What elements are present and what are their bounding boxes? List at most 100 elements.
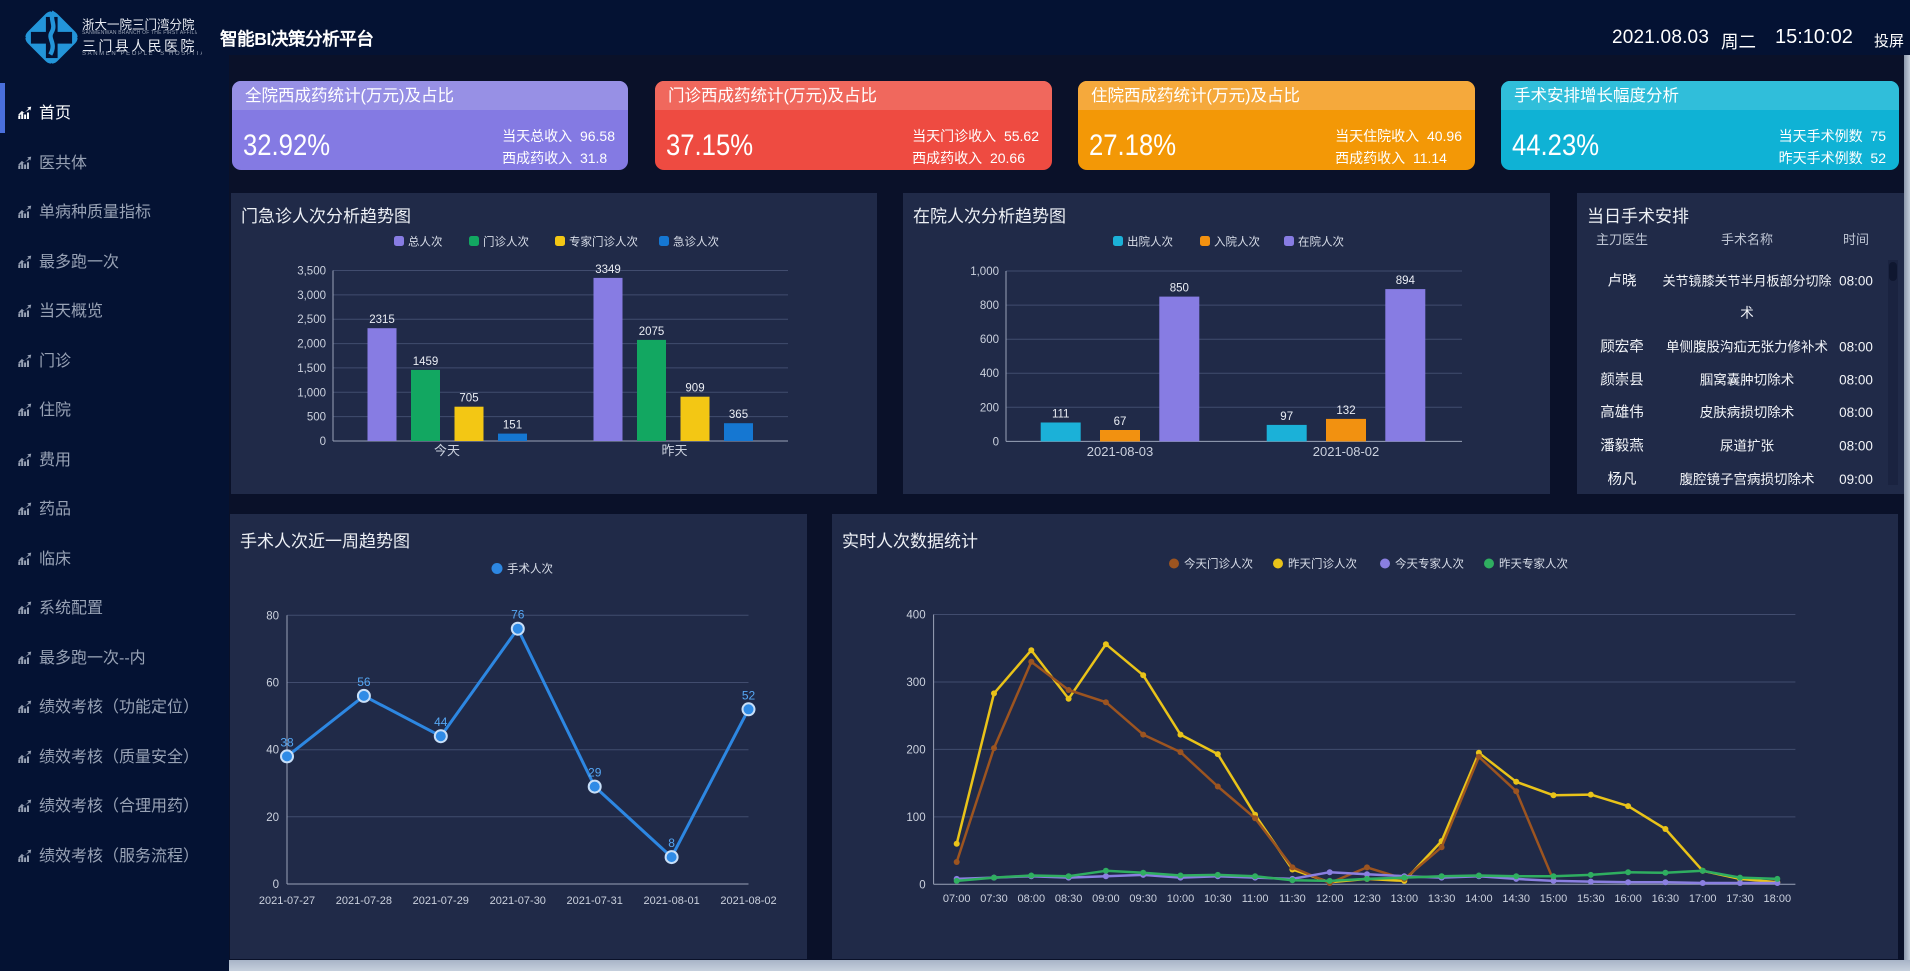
svg-text:09:00: 09:00 <box>1839 472 1873 487</box>
svg-text:14:30: 14:30 <box>1502 893 1530 905</box>
svg-text:今天专家人次: 今天专家人次 <box>1395 557 1464 571</box>
svg-text:门诊人次: 门诊人次 <box>483 235 529 249</box>
svg-text:400: 400 <box>906 610 925 622</box>
svg-text:52: 52 <box>742 688 756 702</box>
svg-text:20: 20 <box>266 812 279 824</box>
svg-text:2021-08-03: 2021-08-03 <box>1087 444 1154 459</box>
svg-text:1459: 1459 <box>413 356 439 368</box>
svg-text:76: 76 <box>511 608 525 622</box>
svg-text:67: 67 <box>1114 416 1127 428</box>
svg-text:颜崇县: 颜崇县 <box>1600 372 1644 389</box>
svg-text:昨天门诊人次: 昨天门诊人次 <box>1288 557 1357 571</box>
svg-text:200: 200 <box>906 744 925 756</box>
svg-text:单侧腹股沟疝无张力修补术: 单侧腹股沟疝无张力修补术 <box>1666 339 1828 355</box>
svg-text:100: 100 <box>906 812 925 824</box>
svg-text:11:30: 11:30 <box>1279 893 1306 905</box>
svg-text:705: 705 <box>459 393 478 405</box>
svg-text:3349: 3349 <box>595 264 621 276</box>
svg-text:昨天专家人次: 昨天专家人次 <box>1499 557 1568 571</box>
svg-text:皮肤病损切除术: 皮肤病损切除术 <box>1700 405 1795 420</box>
svg-text:0: 0 <box>320 436 326 448</box>
svg-text:10:30: 10:30 <box>1204 893 1232 905</box>
svg-text:0: 0 <box>273 879 279 891</box>
svg-text:手术名称: 手术名称 <box>1721 232 1773 247</box>
svg-text:909: 909 <box>685 383 704 395</box>
svg-text:2021-07-30: 2021-07-30 <box>490 895 546 907</box>
svg-text:38: 38 <box>280 735 294 749</box>
svg-text:16:30: 16:30 <box>1652 893 1680 905</box>
svg-text:尿道扩张: 尿道扩张 <box>1720 439 1774 454</box>
svg-text:1,000: 1,000 <box>970 266 999 278</box>
svg-text:11:00: 11:00 <box>1242 893 1269 905</box>
svg-text:2021-08-02: 2021-08-02 <box>720 895 776 907</box>
svg-text:专家门诊人次: 专家门诊人次 <box>569 235 638 249</box>
svg-text:2021-07-27: 2021-07-27 <box>259 895 315 907</box>
svg-text:2315: 2315 <box>369 314 395 326</box>
svg-text:09:30: 09:30 <box>1129 893 1157 905</box>
svg-text:顾宏牵: 顾宏牵 <box>1600 339 1644 356</box>
svg-text:97: 97 <box>1280 411 1293 423</box>
svg-text:今天: 今天 <box>434 443 460 458</box>
svg-text:潘毅燕: 潘毅燕 <box>1600 438 1644 455</box>
svg-text:40: 40 <box>266 745 279 757</box>
svg-text:术: 术 <box>1740 306 1754 321</box>
svg-text:2021-07-28: 2021-07-28 <box>336 895 392 907</box>
svg-text:894: 894 <box>1396 275 1416 287</box>
svg-text:3,000: 3,000 <box>297 290 326 302</box>
svg-text:80: 80 <box>266 610 279 622</box>
svg-text:1,000: 1,000 <box>297 387 326 399</box>
svg-text:入院人次: 入院人次 <box>1214 235 1260 249</box>
svg-text:200: 200 <box>980 402 999 414</box>
svg-text:急诊人次: 急诊人次 <box>673 235 719 249</box>
svg-text:09:00: 09:00 <box>1092 893 1120 905</box>
svg-text:15:30: 15:30 <box>1577 893 1605 905</box>
svg-text:08:00: 08:00 <box>1018 893 1046 905</box>
svg-text:3,500: 3,500 <box>297 266 326 278</box>
svg-text:07:30: 07:30 <box>980 893 1008 905</box>
svg-text:07:00: 07:00 <box>943 893 971 905</box>
svg-text:60: 60 <box>266 678 279 690</box>
svg-text:08:30: 08:30 <box>1055 893 1083 905</box>
svg-text:13:30: 13:30 <box>1428 893 1456 905</box>
svg-text:08:00: 08:00 <box>1839 373 1873 388</box>
svg-text:0: 0 <box>919 879 925 891</box>
svg-text:0: 0 <box>993 436 999 448</box>
svg-text:850: 850 <box>1170 283 1189 295</box>
svg-text:腹腔镜子宫病损切除术: 腹腔镜子宫病损切除术 <box>1680 471 1815 487</box>
svg-text:昨天: 昨天 <box>661 443 687 458</box>
svg-text:08:00: 08:00 <box>1839 340 1873 355</box>
svg-text:29: 29 <box>588 766 602 780</box>
svg-text:300: 300 <box>906 677 925 689</box>
svg-text:44: 44 <box>434 715 448 729</box>
svg-text:08:00: 08:00 <box>1839 405 1873 420</box>
svg-text:出院人次: 出院人次 <box>1127 235 1173 249</box>
svg-text:1,500: 1,500 <box>297 363 326 375</box>
svg-text:08:00: 08:00 <box>1839 439 1873 454</box>
svg-text:132: 132 <box>1336 405 1355 417</box>
svg-text:17:00: 17:00 <box>1689 893 1717 905</box>
svg-text:高雄伟: 高雄伟 <box>1600 404 1644 421</box>
svg-text:今天门诊人次: 今天门诊人次 <box>1184 557 1253 571</box>
svg-text:2021-07-29: 2021-07-29 <box>413 895 469 907</box>
svg-text:600: 600 <box>980 334 999 346</box>
svg-text:400: 400 <box>980 368 999 380</box>
svg-text:2075: 2075 <box>639 326 665 338</box>
svg-text:关节镜膝关节半月板部分切除: 关节镜膝关节半月板部分切除 <box>1662 274 1831 289</box>
svg-text:2021-07-31: 2021-07-31 <box>567 895 623 907</box>
svg-text:杨凡: 杨凡 <box>1608 471 1637 488</box>
svg-text:2,000: 2,000 <box>297 339 326 351</box>
svg-text:800: 800 <box>980 300 999 312</box>
svg-text:14:00: 14:00 <box>1465 893 1493 905</box>
svg-text:17:30: 17:30 <box>1726 893 1754 905</box>
svg-text:手术人次: 手术人次 <box>507 562 553 576</box>
svg-text:16:00: 16:00 <box>1614 893 1642 905</box>
svg-text:56: 56 <box>357 675 371 689</box>
svg-text:151: 151 <box>503 420 522 432</box>
svg-text:08:00: 08:00 <box>1839 274 1873 289</box>
svg-text:18:00: 18:00 <box>1764 893 1792 905</box>
svg-text:2021-08-01: 2021-08-01 <box>643 895 699 907</box>
svg-text:500: 500 <box>307 412 326 424</box>
svg-text:2,500: 2,500 <box>297 314 326 326</box>
svg-text:12:00: 12:00 <box>1316 893 1344 905</box>
svg-text:12:30: 12:30 <box>1353 893 1381 905</box>
